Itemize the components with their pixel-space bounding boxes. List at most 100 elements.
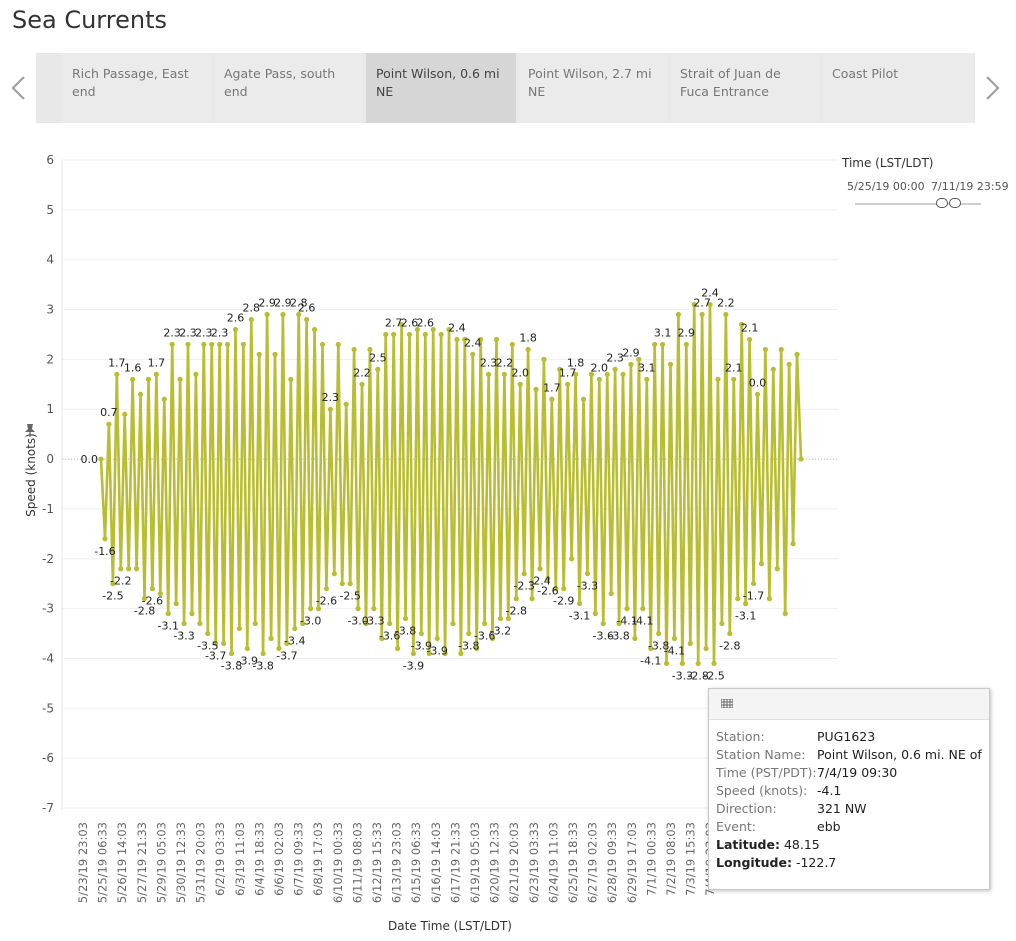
time-filter: Time (LST/LDT) 5/25/19 00:00 7/11/19 23:…: [842, 156, 1009, 208]
data-point: [248, 316, 254, 323]
time-range-slider[interactable]: [855, 198, 981, 208]
tooltip-value: 48.15: [779, 837, 820, 852]
data-point: [743, 601, 749, 607]
x-tick-label: 6/10/19 00:33: [331, 822, 345, 903]
tooltip-row: Station Name: Point Wilson, 0.6 mi. NE of: [716, 747, 982, 762]
data-point: [790, 541, 796, 547]
y-tick-label: -2: [42, 552, 54, 566]
data-label: -3.9: [411, 640, 432, 653]
data-label: -3.1: [157, 620, 178, 633]
data-point: [339, 581, 345, 587]
data-point: [288, 376, 294, 382]
x-tick-label: 6/3/19 11:03: [233, 822, 247, 896]
data-label: -3.3: [173, 630, 194, 643]
data-point: [659, 341, 666, 348]
chevron-left-icon[interactable]: [8, 74, 28, 102]
data-label: 2.7: [693, 297, 711, 310]
tab-point-wilson-0-6[interactable]: Point Wilson, 0.6 mi NE: [366, 53, 516, 123]
data-point: [482, 620, 488, 627]
data-point: [331, 571, 337, 577]
data-point: [110, 581, 116, 587]
tab-strait-juan-de-fuca[interactable]: Strait of Juan de Fuca Entrance: [670, 53, 820, 123]
data-point: [130, 376, 136, 382]
tooltip-row: Speed (knots): -4.1: [716, 783, 841, 798]
x-tick-label: 6/8/19 17:03: [311, 822, 325, 896]
data-point: [375, 366, 381, 372]
data-point: [466, 630, 472, 637]
data-point: [165, 611, 171, 617]
data-point: [98, 456, 104, 462]
data-label: 2.3: [211, 326, 229, 339]
pin-icon[interactable]: [25, 424, 35, 437]
data-point: [652, 341, 658, 348]
data-point: [406, 331, 413, 338]
data-label: 2.4: [448, 321, 466, 334]
data-point: [430, 326, 436, 333]
y-tick-label: -1: [42, 502, 54, 516]
data-label: -3.3: [577, 580, 598, 593]
data-label: -3.4: [284, 635, 305, 648]
data-label: 2.6: [298, 302, 316, 315]
data-point: [240, 341, 246, 348]
x-tick-label: 5/25/19 06:33: [96, 822, 110, 903]
data-point: [157, 591, 163, 597]
slider-end-handle[interactable]: [948, 198, 961, 208]
data-point: [699, 311, 705, 318]
data-label: -4.1: [632, 615, 653, 628]
data-point: [663, 660, 670, 667]
data-label: -2.8: [719, 640, 740, 653]
data-label: -2.6: [142, 595, 163, 608]
data-point: [264, 311, 270, 318]
tooltip-value: -4.1: [817, 783, 842, 798]
data-label: -3.0: [300, 615, 321, 628]
tooltip-label: Station:: [716, 729, 765, 744]
x-tick-label: 5/31/19 20:03: [194, 822, 208, 903]
data-point: [656, 630, 662, 637]
data-point: [501, 371, 507, 377]
data-label: 2.9: [678, 326, 696, 339]
data-label: -3.6: [379, 630, 400, 643]
data-label: 2.9: [274, 297, 292, 310]
data-point: [774, 566, 780, 572]
chevron-right-icon[interactable]: [983, 74, 1003, 102]
data-point: [367, 346, 373, 353]
data-point: [723, 311, 729, 318]
data-point: [153, 371, 159, 377]
tab-coast-pilot[interactable]: Coast Pilot: [822, 53, 973, 123]
tab-point-wilson-2-7[interactable]: Point Wilson, 2.7 mi NE: [518, 53, 668, 123]
x-tick-label: 5/29/19 05:03: [154, 822, 168, 903]
data-label: 2.9: [258, 297, 276, 310]
tab-agate-pass[interactable]: Agate Pass, south end: [214, 53, 364, 123]
data-point: [493, 336, 500, 343]
data-point: [529, 596, 535, 602]
data-point: [553, 586, 559, 592]
slider-start-handle[interactable]: [935, 198, 948, 208]
data-point: [616, 620, 622, 627]
data-label: -3.8: [252, 659, 273, 672]
data-point: [715, 376, 721, 382]
data-label: 2.8: [290, 297, 308, 310]
data-label: -3.1: [735, 610, 756, 623]
data-point: [169, 341, 175, 348]
table-icon[interactable]: [721, 699, 733, 708]
data-point: [236, 625, 243, 632]
data-point: [462, 336, 468, 343]
y-tick-label: 0: [46, 452, 54, 466]
data-label: 2.6: [417, 316, 435, 329]
data-label: -3.8: [648, 640, 669, 653]
data-label: -2.6: [316, 595, 337, 608]
tab-rich-passage[interactable]: Rich Passage, East end: [62, 53, 212, 123]
y-tick-label: 3: [46, 303, 54, 317]
tooltip-row: Event: ebb: [716, 819, 841, 834]
y-tick-label: -3: [42, 602, 54, 616]
speed-chart: 6 5 4 3 2 1 0 -1 -2 -3 -4 -5 -6 -7 Speed (knots) 0.0 -1.…: [24, 153, 838, 933]
data-point: [224, 341, 231, 348]
time-filter-end: 7/11/19 23:59: [930, 180, 1009, 193]
tooltip-row: Time (PST/PDT):7/4/19 09:30: [716, 765, 897, 780]
x-tick-label: 7/2/19 08:03: [664, 822, 678, 896]
x-tick-label: 6/12/19 15:33: [370, 822, 384, 903]
x-tick-label: 6/20/19 12:33: [488, 822, 502, 903]
data-point: [181, 620, 187, 627]
data-point: [517, 381, 523, 387]
data-point: [572, 371, 579, 377]
